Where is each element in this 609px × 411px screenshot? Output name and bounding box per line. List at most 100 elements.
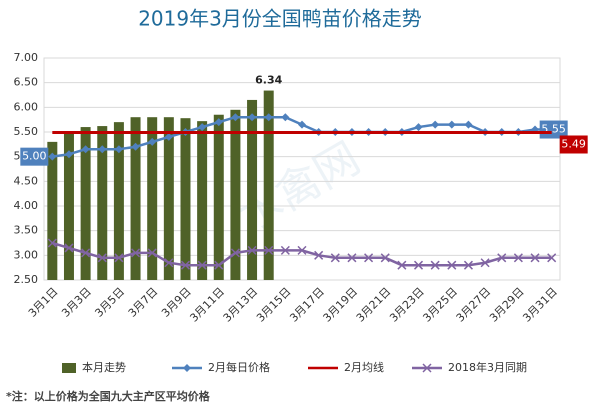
y-tick-label: 6.00 xyxy=(14,100,39,113)
y-tick-label: 5.50 xyxy=(14,125,39,138)
data-label-box xyxy=(559,135,588,154)
marker xyxy=(364,253,374,263)
legend-swatch xyxy=(62,363,76,373)
marker xyxy=(413,260,424,270)
x-tick-label: 3月5日 xyxy=(92,285,127,320)
data-label: 5.00 xyxy=(22,150,47,163)
marker xyxy=(131,248,141,258)
marker xyxy=(164,258,174,268)
marker xyxy=(64,243,74,253)
marker xyxy=(297,245,307,255)
marker xyxy=(248,113,257,122)
bar xyxy=(80,127,91,280)
x-tick-label: 3月29日 xyxy=(487,285,527,325)
marker xyxy=(431,120,440,129)
bar xyxy=(147,117,158,280)
x-tick-label: 3月7日 xyxy=(126,285,161,320)
marker xyxy=(513,253,523,263)
y-tick-label: 4.50 xyxy=(14,174,39,187)
marker xyxy=(97,253,107,263)
x-tick-label: 3月19日 xyxy=(321,285,361,325)
marker xyxy=(530,253,540,263)
x-tick-label: 3月21日 xyxy=(354,285,394,325)
y-tick-label: 7.00 xyxy=(14,51,39,64)
bar xyxy=(197,121,208,280)
bar xyxy=(230,109,241,280)
marker xyxy=(64,150,73,159)
x-tick-label: 3月13日 xyxy=(221,285,261,325)
x-tick-label: 3月31日 xyxy=(520,285,560,325)
bar xyxy=(213,114,224,280)
marker xyxy=(114,253,124,263)
legend-label: 2018年3月同期 xyxy=(448,360,527,374)
x-tick-label: 3月25日 xyxy=(420,285,460,325)
marker xyxy=(264,245,274,255)
marker xyxy=(197,260,207,270)
marker xyxy=(414,123,423,132)
chart-title: 2019年3月份全国鸭苗价格走势 xyxy=(138,7,422,31)
y-tick-label: 3.00 xyxy=(14,248,39,261)
marker xyxy=(114,145,123,154)
marker xyxy=(280,245,290,255)
legend-label: 本月走势 xyxy=(82,360,126,374)
data-label: 6.34 xyxy=(255,74,282,87)
data-label-box xyxy=(20,147,49,166)
bar xyxy=(263,90,274,280)
legend-label: 2月每日价格 xyxy=(208,360,270,374)
marker xyxy=(397,260,407,270)
marker xyxy=(464,120,473,129)
bar xyxy=(180,118,191,280)
marker xyxy=(81,248,91,258)
marker xyxy=(164,132,173,141)
marker xyxy=(314,250,324,260)
marker xyxy=(380,253,390,263)
marker xyxy=(281,113,290,122)
y-tick-label: 6.50 xyxy=(14,76,39,89)
y-tick-label: 3.50 xyxy=(14,224,39,237)
bar xyxy=(247,99,258,280)
x-tick-label: 3月27日 xyxy=(454,285,494,325)
marker xyxy=(214,260,224,270)
marker xyxy=(81,145,90,154)
bar xyxy=(97,126,108,280)
legend-marker xyxy=(183,364,191,372)
marker xyxy=(214,118,223,127)
marker xyxy=(231,113,240,122)
marker xyxy=(230,248,240,258)
marker xyxy=(180,260,191,270)
marker xyxy=(430,260,440,270)
footnote: *注：以上价格为全国九大主产区平均价格 xyxy=(6,389,211,403)
marker xyxy=(198,123,207,132)
x-tick-label: 3月15日 xyxy=(254,285,294,325)
marker xyxy=(347,253,357,263)
data-label-box xyxy=(539,120,568,139)
series-line xyxy=(51,241,552,267)
marker xyxy=(264,113,273,122)
x-tick-label: 3月1日 xyxy=(26,285,61,320)
marker xyxy=(147,248,157,258)
marker xyxy=(497,253,507,263)
marker xyxy=(447,120,456,129)
bar xyxy=(47,141,58,280)
y-tick-label: 4.00 xyxy=(14,199,39,212)
marker xyxy=(298,120,306,129)
bar xyxy=(63,132,74,280)
marker xyxy=(98,145,107,154)
marker xyxy=(447,260,457,270)
y-tick-label: 2.50 xyxy=(14,273,39,286)
marker xyxy=(47,238,57,248)
marker xyxy=(247,245,257,255)
x-tick-label: 3月3日 xyxy=(59,285,94,320)
bar xyxy=(130,117,141,280)
marker xyxy=(463,260,473,270)
marker xyxy=(131,142,140,151)
marker xyxy=(148,137,157,146)
bar xyxy=(113,122,124,280)
legend-label: 2月均线 xyxy=(344,360,384,374)
data-label: 5.49 xyxy=(561,137,586,150)
x-tick-label: 3月11日 xyxy=(187,285,227,325)
x-tick-label: 3月23日 xyxy=(387,285,427,325)
marker xyxy=(330,253,340,263)
bar xyxy=(163,117,174,280)
